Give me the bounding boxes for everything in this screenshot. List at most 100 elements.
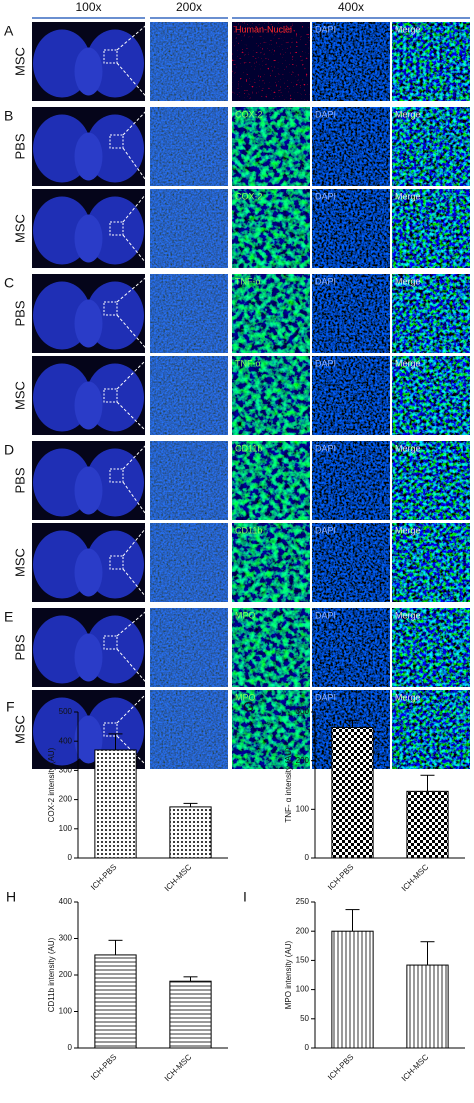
zoom-line — [116, 21, 151, 51]
y-tick-label: 200 — [296, 926, 310, 935]
channel-label: DAPI — [315, 443, 336, 453]
bar — [169, 980, 212, 1049]
magnified-image — [150, 523, 228, 602]
bar — [331, 930, 374, 1049]
channel-label: DAPI — [315, 692, 336, 702]
brain-core — [74, 466, 103, 515]
channel-label: Merge — [395, 276, 421, 286]
y-axis-label: COX-2 intensity (AU) — [47, 747, 56, 822]
x-tick-label: ICH-PBS — [89, 1053, 118, 1082]
y-tick-label: 200 — [59, 795, 73, 804]
channel-label: CD11b — [235, 443, 262, 453]
zoom-line — [116, 62, 151, 102]
channel-image — [312, 608, 390, 687]
row-label: PBS — [12, 133, 27, 159]
channel-image — [232, 22, 310, 101]
brain-core — [74, 132, 103, 181]
bar — [331, 727, 374, 859]
channel-label: DAPI — [315, 24, 336, 34]
zoom-line — [122, 147, 151, 187]
zoom-line — [116, 689, 151, 724]
channel-image — [312, 356, 390, 435]
bar — [169, 806, 212, 859]
panel-letter: I — [243, 889, 247, 905]
y-tick-label: 150 — [296, 956, 310, 965]
channel-label: Merge — [395, 24, 421, 34]
channel-image — [232, 523, 310, 602]
column-header: 100x — [75, 0, 101, 14]
channel-image — [312, 107, 390, 186]
zoom-line — [116, 648, 151, 688]
row-label: MSC — [12, 47, 27, 76]
channel-label: Merge — [395, 358, 421, 368]
zoom-line — [122, 440, 151, 470]
x-tick-label: ICH-MSC — [400, 862, 431, 893]
channel-label: Merge — [395, 692, 421, 702]
magnified-image — [150, 274, 228, 353]
x-tick-label: ICH-MSC — [400, 1052, 431, 1083]
y-tick-label: 300 — [296, 707, 310, 716]
channel-label: DAPI — [315, 276, 336, 286]
y-tick-label: 100 — [59, 1007, 73, 1016]
zoom-line — [122, 522, 151, 557]
magnified-image — [150, 441, 228, 520]
channel-image — [232, 441, 310, 520]
channel-label: TNF-α — [235, 358, 261, 368]
y-tick-label: 300 — [59, 766, 73, 775]
channel-label: MPO — [235, 610, 256, 620]
y-tick-label: 400 — [59, 736, 73, 745]
x-tick-label: ICH-MSC — [163, 862, 194, 893]
channel-image — [392, 523, 470, 602]
row-label: PBS — [12, 634, 27, 660]
y-tick-label: 0 — [68, 853, 73, 862]
zoom-line — [116, 735, 151, 770]
channel-image — [312, 22, 390, 101]
brain-core — [74, 381, 103, 430]
zoom-box — [109, 468, 124, 483]
x-tick-label: ICH-PBS — [326, 863, 355, 892]
zoom-box — [103, 301, 118, 316]
y-tick-label: 0 — [305, 853, 310, 862]
column-header: 400x — [338, 0, 364, 14]
panel-letter: D — [4, 442, 14, 458]
channel-image — [312, 523, 390, 602]
channel-image — [392, 690, 470, 769]
channel-label: Merge — [395, 191, 421, 201]
brain-core — [74, 633, 103, 682]
channel-label: Merge — [395, 525, 421, 535]
channel-label: DAPI — [315, 525, 336, 535]
channel-label: DAPI — [315, 109, 336, 119]
row-label: MSC — [12, 715, 27, 744]
channel-label: CD11b — [235, 525, 262, 535]
channel-label: DAPI — [315, 610, 336, 620]
y-tick-label: 500 — [59, 707, 73, 716]
channel-image — [392, 22, 470, 101]
y-tick-label: 200 — [296, 756, 310, 765]
brain-core — [74, 47, 103, 96]
y-tick-label: 0 — [305, 1043, 310, 1052]
panel-letter: C — [4, 275, 14, 291]
y-axis-label: CD11b intensity (AU) — [47, 937, 56, 1012]
y-tick-label: 300 — [59, 934, 73, 943]
zoom-box — [103, 722, 118, 737]
zoom-box — [109, 555, 124, 570]
zoom-line — [116, 401, 151, 436]
y-tick-label: 100 — [59, 824, 73, 833]
column-header: 200x — [176, 0, 202, 14]
panel-letter: E — [4, 609, 13, 625]
bar — [94, 749, 137, 859]
channel-label: MPO — [235, 692, 256, 702]
zoom-box — [103, 388, 118, 403]
channel-image — [312, 189, 390, 268]
y-axis-label: MPO intensity (AU) — [284, 940, 293, 1009]
y-tick-label: 50 — [300, 1014, 309, 1023]
brain-core — [74, 214, 103, 263]
channel-label: Merge — [395, 443, 421, 453]
channel-image — [232, 107, 310, 186]
panel-letter: B — [4, 108, 13, 124]
zoom-box — [109, 221, 124, 236]
zoom-line — [116, 355, 151, 390]
channel-image — [232, 189, 310, 268]
panel-letter: G — [243, 699, 254, 715]
